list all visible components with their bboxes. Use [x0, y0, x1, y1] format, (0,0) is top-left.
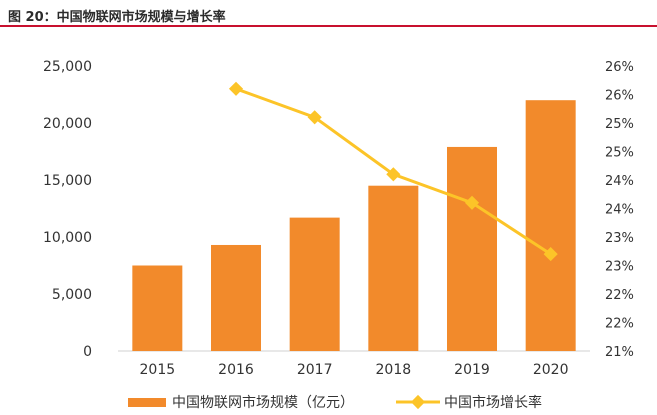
left-axis-ticks: 0 5,000 10,000 15,000 20,000 25,000 — [43, 59, 92, 360]
right-tick-label: 22% — [605, 288, 634, 303]
x-tick-label: 2020 — [533, 362, 569, 378]
legend-line-label: 中国市场增长率 — [444, 394, 542, 411]
right-tick-label: 26% — [605, 60, 634, 75]
growth-point — [307, 110, 322, 125]
legend-bar-label: 中国物联网市场规模（亿元） — [172, 394, 354, 411]
x-axis-ticks: 2015 2016 2017 2018 2019 2020 — [140, 362, 569, 378]
right-tick-label: 23% — [605, 260, 634, 275]
growth-point — [228, 81, 244, 96]
left-tick-label: 20,000 — [43, 116, 92, 132]
bar — [525, 100, 576, 351]
x-tick-label: 2016 — [218, 362, 254, 378]
right-tick-label: 25% — [605, 146, 634, 161]
right-tick-label: 24% — [605, 174, 634, 189]
left-tick-label: 15,000 — [43, 173, 92, 189]
legend-bar-swatch — [128, 398, 166, 407]
growth-point — [464, 195, 480, 210]
legend-line-marker — [410, 394, 426, 410]
bar — [211, 244, 261, 351]
x-tick-label: 2019 — [454, 362, 490, 378]
x-tick-label: 2017 — [297, 362, 333, 378]
right-tick-label: 25% — [605, 117, 634, 132]
title-divider — [0, 25, 657, 27]
x-tick-label: 2015 — [140, 362, 176, 378]
x-tick-label: 2018 — [376, 362, 412, 378]
bar-series — [132, 100, 576, 351]
growth-point — [543, 247, 558, 262]
right-tick-label: 24% — [605, 203, 634, 218]
growth-point — [386, 167, 401, 182]
right-axis-ticks: 21% 22% 22% 23% 23% 24% 24% 25% 25% 26% 26% — [605, 60, 634, 360]
bar — [447, 146, 497, 351]
left-tick-label: 5,000 — [52, 287, 92, 303]
left-tick-label: 0 — [83, 344, 92, 360]
right-tick-label: 22% — [605, 317, 634, 332]
right-tick-label: 21% — [605, 345, 634, 360]
left-tick-label: 25,000 — [43, 59, 92, 75]
bar — [132, 265, 183, 351]
bar — [368, 185, 419, 351]
right-tick-label: 23% — [605, 231, 634, 246]
bar — [289, 217, 340, 351]
legend: 中国物联网市场规模（亿元） 中国市场增长率 — [128, 394, 542, 411]
figure-title: 图 20：中国物联网市场规模与增长率 — [8, 10, 226, 25]
right-tick-label: 26% — [605, 89, 634, 104]
left-tick-label: 10,000 — [43, 230, 92, 246]
